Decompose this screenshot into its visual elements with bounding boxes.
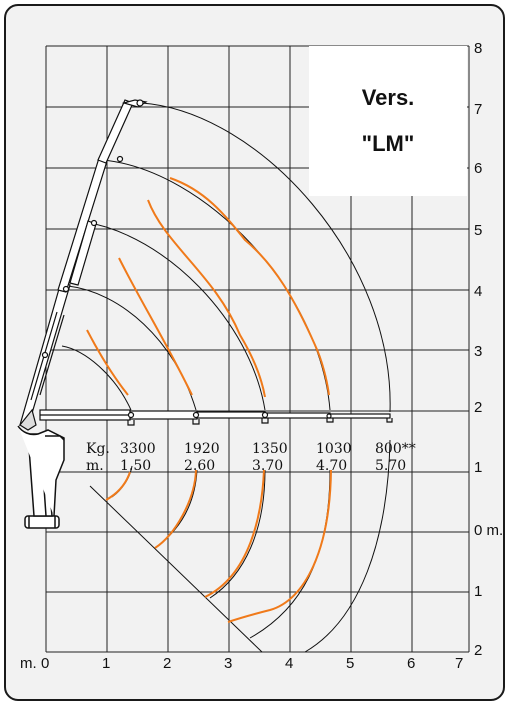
- load-value-1: 3300: [120, 441, 156, 457]
- x-tick-5: 5: [346, 655, 354, 672]
- load-curve-2: [118, 257, 193, 396]
- reach-value-5: 5.70: [375, 458, 406, 474]
- load-curve-3: [147, 199, 266, 398]
- reach-value-4: 4.70: [316, 458, 347, 474]
- y-tick-up-4: 4: [474, 283, 482, 300]
- x-tick-4: 4: [285, 655, 293, 672]
- y-tick-up-6: 6: [474, 160, 482, 177]
- kg-label: Kg.: [86, 441, 110, 457]
- load-curve-1: [86, 329, 129, 396]
- y-tick-down-1: 1: [474, 583, 482, 600]
- horizontal-boom: [39, 409, 393, 426]
- version-label: Vers.: [362, 85, 415, 110]
- x-tick-3: 3: [224, 655, 232, 672]
- hboom-section-2: [129, 410, 198, 420]
- hboom-section-3: [196, 411, 266, 419]
- reach-value-2: 2.60: [184, 458, 215, 474]
- load-value-5: 800**: [375, 441, 416, 457]
- x-tick-0: 0: [41, 655, 49, 672]
- y-tick-down-2: 2: [474, 642, 482, 659]
- y-tick-up-8: 8: [474, 40, 482, 57]
- version-code: "LM": [362, 131, 415, 156]
- boom-section-4: [97, 99, 134, 164]
- load-curve-3-lower: [204, 469, 265, 598]
- load-curves: [86, 177, 332, 623]
- hboom-section-5: [329, 413, 391, 419]
- x-axis-unit: m.: [20, 655, 37, 672]
- y-axis-labels: 1 2 3 4 5 6 7 8 0 m. 1 2: [474, 40, 503, 659]
- envelope-arc-5: [141, 102, 391, 413]
- crane-base: [17, 425, 65, 529]
- envelope-lower-2: [154, 469, 198, 549]
- y-tick-up-1: 1: [474, 459, 482, 476]
- y-tick-zero: 0 m.: [474, 522, 503, 539]
- y-tick-up-5: 5: [474, 222, 482, 239]
- load-curve-2-lower: [154, 469, 197, 549]
- envelope-arc-4: [102, 159, 331, 411]
- load-value-3: 1350: [252, 441, 288, 457]
- y-tick-up-3: 3: [474, 343, 482, 360]
- load-curve-4: [169, 177, 330, 396]
- slew-limit-line: [89, 485, 263, 653]
- envelope-arc-3: [84, 221, 266, 411]
- load-curve-4-lower: [227, 469, 332, 623]
- load-value-2: 1920: [184, 441, 220, 457]
- version-badge: [309, 46, 467, 196]
- load-curve-1-lower: [105, 471, 131, 501]
- y-tick-up-7: 7: [474, 101, 482, 118]
- meter-label: m.: [86, 458, 104, 474]
- reach-value-3: 3.70: [252, 458, 283, 474]
- x-axis-labels: m. 0 1 2 3 4 5 6 7: [20, 655, 463, 672]
- x-tick-2: 2: [163, 655, 171, 672]
- hboom-section-4: [264, 412, 331, 419]
- x-tick-6: 6: [407, 655, 415, 672]
- load-value-4: 1030: [316, 441, 352, 457]
- telescopic-boom: [19, 99, 148, 431]
- envelope-arc-2: [67, 285, 197, 411]
- x-tick-1: 1: [102, 655, 110, 672]
- envelope-lower-3: [209, 469, 266, 599]
- x-tick-7: 7: [455, 655, 463, 672]
- grid: [45, 45, 470, 653]
- envelope-arc-1: [61, 345, 132, 411]
- reach-value-1: 1.50: [120, 458, 151, 474]
- load-table: Kg. m. 3300 1920 1350 1030 800** 1.50 2.…: [86, 441, 416, 474]
- envelope-lower-5: [304, 439, 391, 653]
- y-tick-up-2: 2: [474, 399, 482, 416]
